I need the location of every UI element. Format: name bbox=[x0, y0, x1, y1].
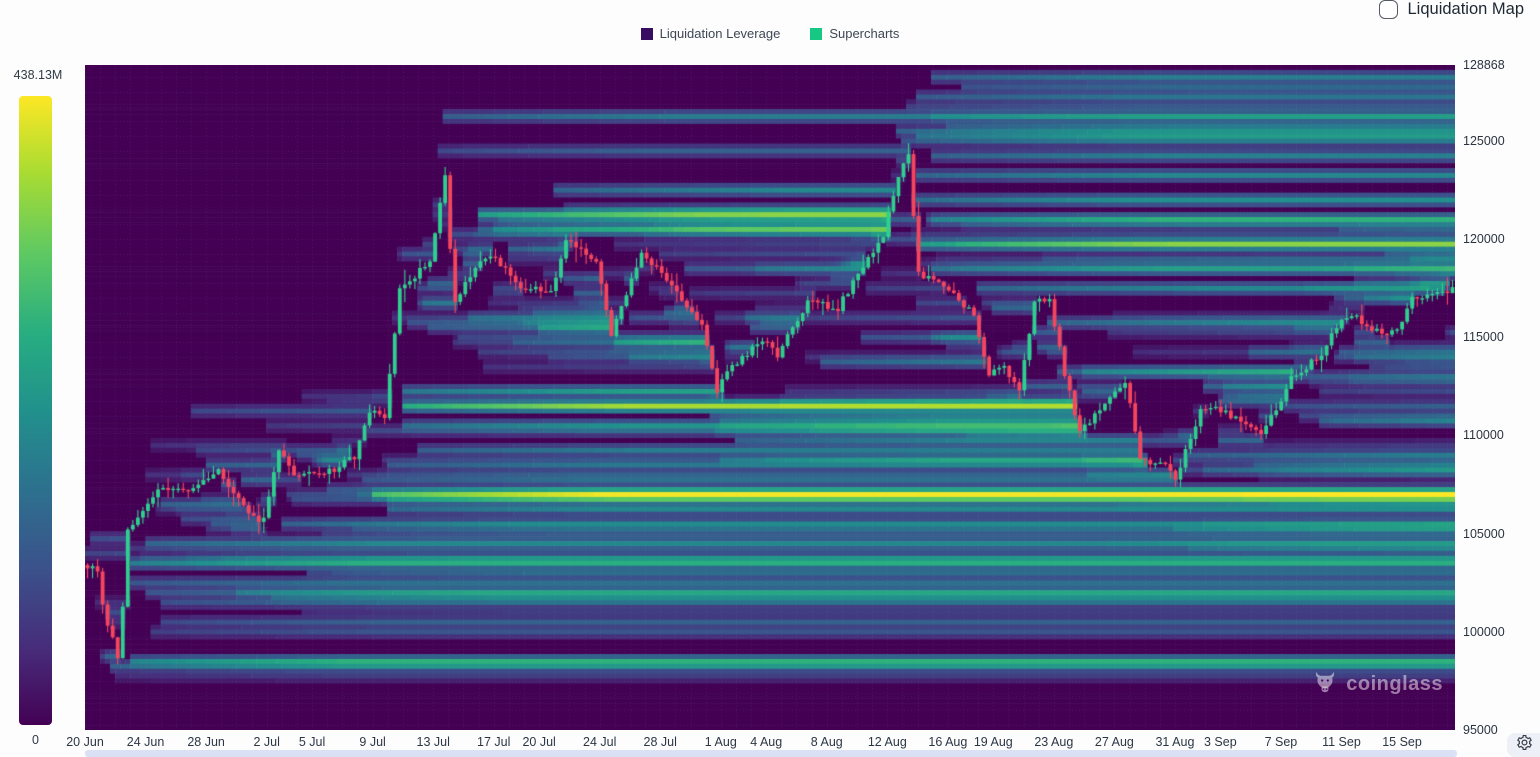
x-axis-label: 7 Sep bbox=[1264, 735, 1298, 749]
x-axis-label: 13 Jul bbox=[416, 735, 450, 749]
x-axis-label: 12 Aug bbox=[867, 735, 907, 749]
x-axis-label: 2 Jul bbox=[253, 735, 280, 749]
x-zoom-scrollbar[interactable] bbox=[85, 750, 1457, 757]
legend-item-supercharts[interactable]: Supercharts bbox=[810, 26, 899, 41]
x-axis-label: 23 Aug bbox=[1034, 735, 1074, 749]
x-axis-label: 15 Sep bbox=[1382, 735, 1422, 749]
x-axis-label: 27 Aug bbox=[1094, 735, 1134, 749]
colorbar-gradient bbox=[19, 96, 52, 725]
liquidation-map-label[interactable]: Liquidation Map bbox=[1407, 0, 1525, 18]
colorbar-min-label: 0 bbox=[32, 733, 39, 747]
legend-label: Supercharts bbox=[829, 26, 900, 41]
x-axis-label: 20 Jul bbox=[522, 735, 556, 749]
legend-swatch-purple bbox=[640, 27, 653, 40]
liquidation-map-toggle: Liquidation Map bbox=[1378, 0, 1525, 19]
x-axis-label: 20 Jun bbox=[66, 735, 104, 749]
x-axis-label: 17 Jul bbox=[477, 735, 511, 749]
x-axis-label: 8 Aug bbox=[810, 735, 843, 749]
y-axis-label: 125000 bbox=[1463, 133, 1505, 148]
liquidation-map-checkbox[interactable] bbox=[1378, 0, 1398, 19]
liquidation-heatmap-canvas[interactable] bbox=[85, 65, 1455, 730]
gear-icon bbox=[1516, 734, 1533, 756]
x-axis-label: 16 Aug bbox=[928, 735, 968, 749]
x-axis-label: 31 Aug bbox=[1155, 735, 1195, 749]
x-axis-label: 3 Sep bbox=[1204, 735, 1237, 749]
x-axis-label: 24 Jun bbox=[126, 735, 165, 749]
chart-settings-button[interactable] bbox=[1507, 733, 1540, 757]
chart-legend: Liquidation Leverage Supercharts bbox=[0, 26, 1540, 41]
legend-swatch-green bbox=[810, 27, 823, 40]
plot-area: coinglass bbox=[85, 65, 1455, 730]
x-axis-label: 9 Jul bbox=[359, 735, 386, 749]
x-axis-label: 24 Jul bbox=[583, 735, 617, 749]
x-axis-label: 19 Aug bbox=[973, 735, 1013, 749]
y-axis-label: 110000 bbox=[1463, 428, 1504, 443]
x-axis-label: 1 Aug bbox=[704, 735, 737, 749]
x-axis-label: 4 Aug bbox=[750, 735, 783, 749]
y-axis-label: 115000 bbox=[1463, 330, 1504, 345]
y-axis-label: 95000 bbox=[1463, 723, 1498, 737]
y-axis-label: 120000 bbox=[1463, 232, 1505, 247]
y-axis-label: 105000 bbox=[1463, 526, 1505, 541]
legend-item-liquidation-leverage[interactable]: Liquidation Leverage bbox=[640, 26, 781, 41]
x-axis-label: 5 Jul bbox=[298, 735, 326, 749]
x-axis-label: 28 Jun bbox=[187, 735, 225, 749]
x-axis-label: 28 Jul bbox=[643, 735, 677, 749]
colorbar-max-label: 438.13M bbox=[13, 68, 63, 82]
y-axis-label: 100000 bbox=[1463, 624, 1505, 639]
y-axis-label: 128868 bbox=[1463, 58, 1505, 72]
x-axis-label: 11 Sep bbox=[1322, 735, 1361, 749]
legend-label: Liquidation Leverage bbox=[659, 26, 781, 41]
